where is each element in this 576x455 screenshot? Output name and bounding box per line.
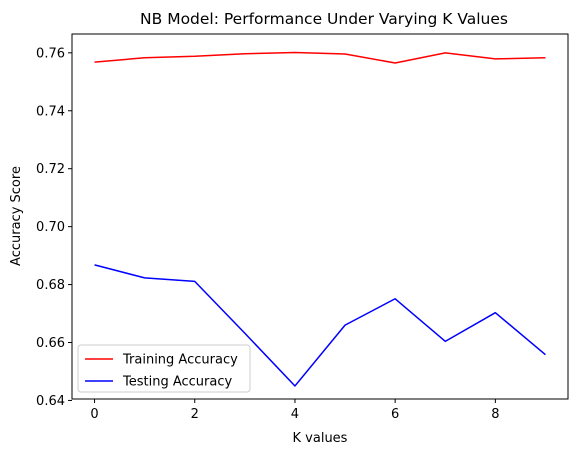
y-tick-label: 0.76 bbox=[36, 46, 65, 61]
y-tick-label: 0.64 bbox=[36, 394, 65, 409]
x-axis-label: K values bbox=[293, 431, 348, 446]
series-layer bbox=[94, 51, 546, 387]
plot-area bbox=[72, 34, 568, 399]
y-axis-label: Accuracy Score bbox=[9, 166, 24, 266]
y-tick-label: 0.74 bbox=[36, 104, 65, 119]
x-tick-label: 2 bbox=[191, 407, 199, 422]
legend: Training Accuracy Testing Accuracy bbox=[77, 344, 251, 393]
x-tick-label: 6 bbox=[391, 407, 399, 422]
legend-box bbox=[77, 344, 251, 393]
x-axis-ticks: 0 2 4 6 8 bbox=[90, 399, 499, 422]
y-axis-ticks: 0.64 0.66 0.68 0.70 0.72 0.74 0.76 bbox=[36, 46, 72, 409]
legend-label-0: Training Accuracy bbox=[122, 353, 238, 368]
y-tick-label: 0.66 bbox=[36, 336, 65, 351]
plot-frame bbox=[71, 33, 569, 400]
chart-title: NB Model: Performance Under Varying K Va… bbox=[140, 10, 508, 28]
x-tick-label: 4 bbox=[291, 407, 299, 422]
x-tick-label: 8 bbox=[491, 407, 499, 422]
y-tick-label: 0.68 bbox=[36, 278, 65, 293]
x-tick-label: 0 bbox=[90, 407, 98, 422]
legend-label-1: Testing Accuracy bbox=[122, 375, 232, 390]
y-tick-label: 0.70 bbox=[36, 220, 65, 235]
y-tick-label: 0.72 bbox=[36, 162, 65, 177]
series-line-0 bbox=[94, 51, 546, 64]
series-line-1 bbox=[94, 264, 546, 387]
